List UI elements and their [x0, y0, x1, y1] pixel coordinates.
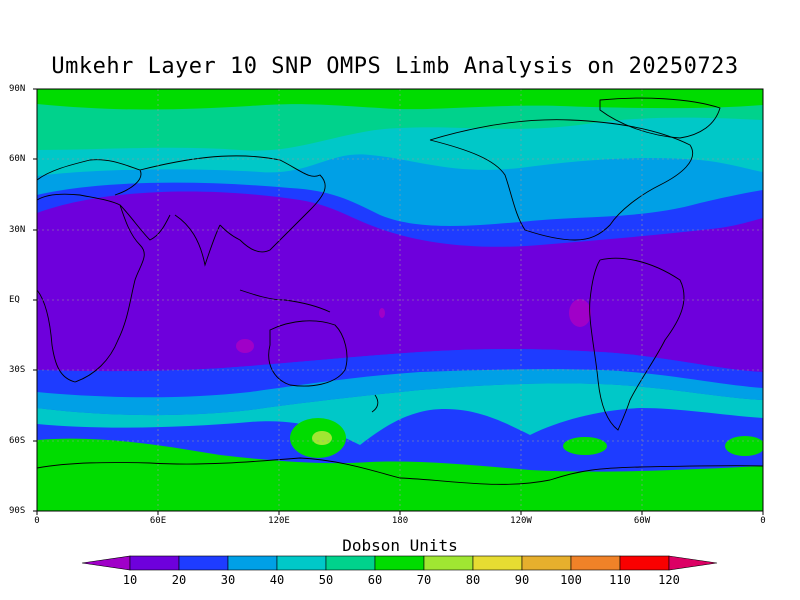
lat-label-60s: 60S: [9, 436, 26, 446]
patch-low-ozone-indian: [236, 339, 254, 353]
lat-label-eq: EQ: [9, 295, 20, 305]
lat-label-30s: 30S: [9, 365, 26, 375]
lat-label-30n: 30N: [9, 225, 26, 235]
lat-label-90n: 90N: [9, 84, 26, 94]
patch-high-ozone-core: [312, 431, 332, 445]
coastline-arabia: [119, 204, 171, 241]
colorbar-tick-label: 120: [658, 573, 680, 587]
lon-label-120e: 120E: [268, 516, 290, 526]
coastlines: [37, 97, 763, 485]
colorbar-tick-label: 60: [367, 573, 383, 587]
colorbar-tick-label: 20: [171, 573, 187, 587]
lat-label-60n: 60N: [9, 154, 26, 164]
patch-south-east-green: [725, 436, 763, 456]
band-south-blue: [37, 349, 763, 398]
coastline-new-zealand: [371, 394, 379, 413]
colorbar-tick-label: 30: [220, 573, 236, 587]
axis-ticks: [33, 88, 764, 515]
graticule: [37, 89, 763, 511]
coastline-africa: [37, 193, 145, 383]
colorbar-tick-label: 90: [514, 573, 530, 587]
patch-south-atlantic-green: [563, 437, 607, 455]
lon-label-0: 0: [34, 516, 40, 526]
coastline-india: [174, 214, 221, 267]
coastline-europe: [37, 159, 142, 196]
coastline-asia: [139, 155, 326, 253]
colorbar-tick-label: 10: [122, 573, 138, 587]
lon-label-180: 180: [391, 516, 409, 526]
lon-label-120w: 120W: [510, 516, 532, 526]
lon-label-0-east: 0: [760, 516, 766, 526]
lon-label-60e: 60E: [149, 516, 167, 526]
colorbar-tick-label: 50: [318, 573, 334, 587]
colorbar-tick-label: 110: [609, 573, 631, 587]
colorbar-tick-label: 80: [465, 573, 481, 587]
band-south-lightblue: [37, 369, 763, 416]
patch-low-ozone-pacific: [569, 299, 591, 327]
coastline-australia: [268, 320, 348, 387]
coastline-indonesia: [239, 289, 331, 313]
coastline-greenland: [599, 97, 721, 139]
colorbar-tick-label: 40: [269, 573, 285, 587]
colorbar-title: Dobson Units: [342, 536, 458, 555]
colorbar-tick-label: 100: [560, 573, 582, 587]
coastline-south-america: [589, 257, 685, 431]
colorbar-tick-label: 70: [416, 573, 432, 587]
coastline-north-america: [429, 119, 694, 241]
map-title: Umkehr Layer 10 SNP OMPS Limb Analysis o…: [51, 54, 739, 79]
lon-label-60w: 60W: [633, 516, 651, 526]
lat-label-90s: 90S: [9, 506, 26, 516]
coastline-antarctica: [37, 457, 763, 485]
patch-low-ozone-small: [379, 308, 385, 318]
